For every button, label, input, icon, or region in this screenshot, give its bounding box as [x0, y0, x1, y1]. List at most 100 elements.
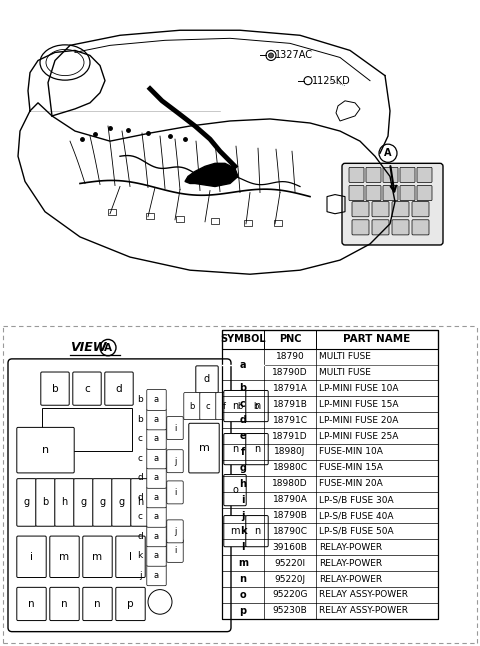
- FancyBboxPatch shape: [74, 479, 93, 526]
- FancyBboxPatch shape: [417, 167, 432, 182]
- Text: k: k: [137, 551, 143, 560]
- Text: 39160B: 39160B: [273, 543, 307, 552]
- Text: h: h: [137, 497, 144, 508]
- FancyBboxPatch shape: [349, 167, 364, 182]
- Bar: [211, 218, 219, 224]
- Text: h: h: [61, 497, 68, 508]
- Text: a: a: [154, 571, 159, 579]
- Bar: [146, 213, 154, 219]
- FancyBboxPatch shape: [41, 372, 69, 405]
- Text: j: j: [139, 571, 141, 579]
- FancyBboxPatch shape: [36, 479, 55, 526]
- Circle shape: [268, 53, 274, 58]
- Text: c: c: [137, 454, 143, 463]
- FancyBboxPatch shape: [167, 520, 183, 543]
- Text: FUSE-MIN 20A: FUSE-MIN 20A: [319, 479, 383, 488]
- Text: 95220I: 95220I: [275, 559, 306, 568]
- Text: PNC: PNC: [279, 335, 301, 344]
- Text: c: c: [206, 402, 210, 411]
- FancyBboxPatch shape: [383, 185, 398, 201]
- Text: h: h: [240, 479, 247, 489]
- Text: RELAY-POWER: RELAY-POWER: [319, 543, 382, 552]
- Text: i: i: [174, 424, 176, 433]
- FancyBboxPatch shape: [50, 587, 79, 621]
- FancyBboxPatch shape: [116, 587, 145, 621]
- FancyBboxPatch shape: [232, 393, 248, 420]
- FancyBboxPatch shape: [248, 393, 264, 420]
- Text: g: g: [81, 497, 86, 508]
- Text: SYMBOL: SYMBOL: [220, 335, 266, 344]
- Polygon shape: [185, 163, 238, 187]
- Text: RELAY-POWER: RELAY-POWER: [319, 574, 382, 583]
- Text: b: b: [137, 415, 143, 424]
- Text: c: c: [137, 512, 143, 521]
- Text: a: a: [154, 493, 159, 502]
- Text: i: i: [241, 495, 245, 505]
- FancyBboxPatch shape: [17, 428, 74, 473]
- FancyBboxPatch shape: [417, 185, 432, 201]
- Bar: [222, 330, 438, 619]
- Text: j: j: [241, 510, 245, 521]
- Text: c: c: [84, 384, 90, 393]
- Text: i: i: [30, 552, 33, 562]
- Bar: [176, 216, 184, 222]
- Text: o: o: [232, 485, 238, 495]
- Text: 18790D: 18790D: [272, 368, 308, 377]
- FancyBboxPatch shape: [17, 536, 46, 578]
- Text: b: b: [137, 395, 143, 404]
- Text: 18790B: 18790B: [273, 511, 307, 520]
- FancyBboxPatch shape: [224, 433, 246, 464]
- Text: LP-MINI FUSE 20A: LP-MINI FUSE 20A: [319, 415, 398, 424]
- FancyBboxPatch shape: [246, 516, 268, 547]
- Text: g: g: [99, 497, 106, 508]
- Text: n: n: [94, 599, 101, 609]
- Text: b: b: [42, 497, 48, 508]
- FancyBboxPatch shape: [392, 202, 409, 217]
- Text: RELAY-POWER: RELAY-POWER: [319, 559, 382, 568]
- FancyBboxPatch shape: [352, 202, 369, 217]
- Text: l: l: [129, 552, 132, 562]
- FancyBboxPatch shape: [147, 428, 166, 450]
- FancyBboxPatch shape: [383, 167, 398, 182]
- Text: 18791D: 18791D: [272, 432, 308, 441]
- Text: 1125KD: 1125KD: [312, 76, 351, 86]
- FancyBboxPatch shape: [83, 587, 112, 621]
- FancyBboxPatch shape: [167, 481, 183, 504]
- Text: RELAY ASSY-POWER: RELAY ASSY-POWER: [319, 607, 408, 616]
- FancyBboxPatch shape: [216, 393, 232, 420]
- FancyBboxPatch shape: [366, 185, 381, 201]
- Text: n: n: [232, 401, 238, 411]
- FancyBboxPatch shape: [105, 372, 133, 405]
- Text: e: e: [240, 431, 246, 441]
- FancyBboxPatch shape: [167, 539, 183, 562]
- Text: 18790C: 18790C: [273, 527, 308, 536]
- Text: LP-MINI FUSE 15A: LP-MINI FUSE 15A: [319, 400, 398, 409]
- Text: d: d: [137, 532, 143, 541]
- Text: n: n: [61, 599, 68, 609]
- Text: a: a: [154, 415, 159, 424]
- Text: A: A: [384, 148, 392, 158]
- FancyBboxPatch shape: [246, 433, 268, 464]
- Text: m: m: [230, 526, 240, 536]
- Bar: [108, 209, 116, 214]
- Text: a: a: [154, 551, 159, 560]
- Bar: [222, 330, 438, 349]
- FancyBboxPatch shape: [400, 185, 415, 201]
- FancyBboxPatch shape: [17, 479, 36, 526]
- Text: d: d: [116, 384, 122, 393]
- FancyBboxPatch shape: [55, 479, 74, 526]
- Text: i: i: [174, 547, 176, 556]
- Text: FUSE-MIN 15A: FUSE-MIN 15A: [319, 463, 383, 472]
- Text: m: m: [93, 552, 103, 562]
- Text: c: c: [240, 399, 246, 410]
- Text: a: a: [154, 532, 159, 541]
- Text: g: g: [24, 497, 30, 508]
- Text: d: d: [137, 493, 143, 502]
- FancyBboxPatch shape: [392, 220, 409, 235]
- FancyBboxPatch shape: [147, 565, 166, 586]
- FancyBboxPatch shape: [147, 390, 166, 410]
- Text: LP-S/B FUSE 30A: LP-S/B FUSE 30A: [319, 495, 394, 504]
- Text: j: j: [174, 457, 176, 466]
- Text: 18791A: 18791A: [273, 384, 307, 393]
- Text: LP-S/B FUSE 50A: LP-S/B FUSE 50A: [319, 527, 394, 536]
